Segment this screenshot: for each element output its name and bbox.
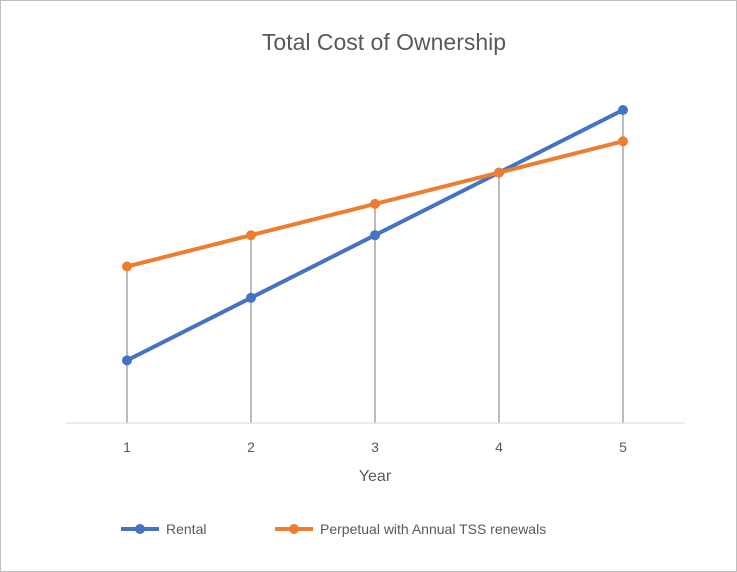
data-point-s1-3 xyxy=(370,198,380,209)
series-layer xyxy=(122,105,628,366)
legend-item-perpetual: Perpetual with Annual TSS renewals xyxy=(275,521,546,537)
data-point-s1-2 xyxy=(246,230,256,241)
data-point-s0-1 xyxy=(122,355,132,366)
legend-label-rental: Rental xyxy=(166,521,206,537)
legend-item-rental: Rental xyxy=(121,521,206,537)
legend-marker-perpetual xyxy=(289,524,299,534)
x-tick-label-5: 5 xyxy=(619,439,627,455)
data-point-s0-3 xyxy=(370,230,380,241)
legend-label-perpetual: Perpetual with Annual TSS renewals xyxy=(320,521,546,537)
data-point-s1-1 xyxy=(122,261,132,272)
data-point-s0-2 xyxy=(246,292,256,303)
legend-marker-rental xyxy=(135,524,145,534)
x-tick-labels: 1 2 3 4 5 xyxy=(123,439,627,455)
x-axis-title: Year xyxy=(359,468,392,485)
x-tick-label-4: 4 xyxy=(495,439,503,455)
x-tick-label-1: 1 xyxy=(123,439,131,455)
x-tick-label-2: 2 xyxy=(247,439,255,455)
data-point-s0-5 xyxy=(618,105,628,115)
drop-lines xyxy=(126,110,624,423)
data-point-s1-4 xyxy=(494,167,504,178)
legend: Rental Perpetual with Annual TSS renewal… xyxy=(121,521,546,537)
data-point-s1-5 xyxy=(618,136,628,147)
x-tick-label-3: 3 xyxy=(371,439,379,455)
series-1 xyxy=(122,136,628,272)
chart-title: Total Cost of Ownership xyxy=(262,29,506,55)
